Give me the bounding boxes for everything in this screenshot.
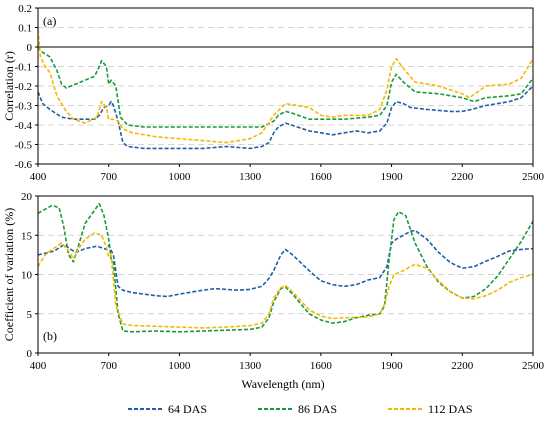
x-tick-label: 1900 [381,171,404,183]
y-tick-label: -0.1 [15,62,32,74]
y-tick-label: 0 [27,42,33,54]
y-tick-label: 0.2 [18,3,32,15]
panel-label: (a) [43,14,56,28]
y-tick-label: 0.1 [18,23,32,35]
y-tick-label: -0.3 [15,101,33,113]
y-tick-label: 20 [21,191,33,203]
series-line-64-das [37,85,534,150]
x-tick-label: 1000 [168,360,191,372]
y-tick-label: 0 [27,348,33,360]
x-tick-label: 1900 [381,360,404,372]
x-axis-label: Wavelength (nm) [241,377,324,391]
series-line-86-das [37,46,534,128]
series-line-112-das [37,29,534,144]
x-tick-label: 1600 [310,360,333,372]
x-tick-label: 2200 [451,171,474,183]
series-line-64-das [37,229,534,298]
y-tick-label: -0.6 [15,159,33,171]
x-tick-label: 700 [100,171,117,183]
x-tick-label: 400 [30,360,47,372]
x-tick-label: 2200 [451,360,474,372]
y-axis-label: Coefficient of variation (%) [2,208,16,341]
x-tick-label: 700 [100,360,117,372]
legend-label: 112 DAS [428,402,473,416]
panel-label: (b) [43,329,57,343]
y-tick-label: 10 [21,270,33,282]
x-tick-label: 2500 [522,171,545,183]
legend-label: 86 DAS [298,402,337,416]
panel-a: -0.6 -0.5 -0.4 -0.3 -0.2 -0.1 0 0.1 0.2 400 700 100… [2,3,545,183]
x-tick-label: 1600 [310,171,333,183]
y-tick-label: -0.4 [15,120,33,132]
series-line-112-das [37,232,534,329]
y-tick-label: 15 [21,230,33,242]
x-tick-label: 1000 [168,171,191,183]
x-tick-label: 1300 [239,171,262,183]
legend-label: 64 DAS [168,402,207,416]
x-tick-label: 2500 [522,360,545,372]
y-axis-label: Correlation (r) [2,51,16,121]
y-tick-label: 5 [27,309,33,321]
panel-b: 0 5 10 15 20 400 700 1000 1300 1600 1900 2200 2500 Co… [2,191,545,372]
x-tick-label: 1300 [239,360,262,372]
legend: 64 DAS 86 DAS 112 DAS [128,402,473,416]
y-tick-label: -0.2 [15,81,32,93]
x-tick-label: 400 [30,171,47,183]
y-tick-label: -0.5 [15,140,33,152]
